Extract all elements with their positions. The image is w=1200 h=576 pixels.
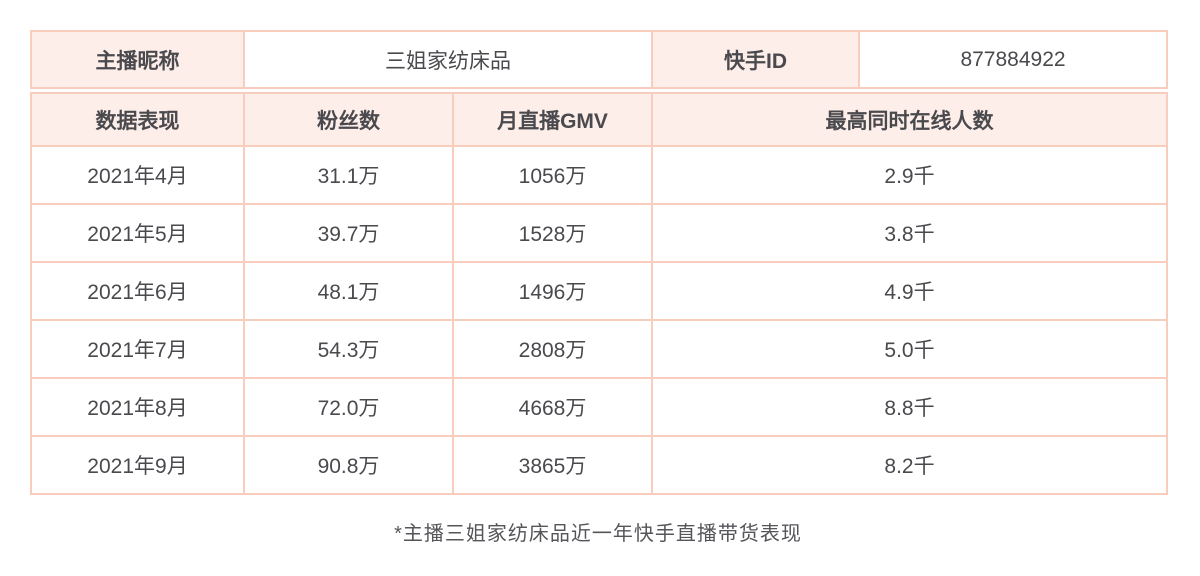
- info-row: 主播昵称 三姐家纺床品 快手ID 877884922: [30, 30, 1168, 89]
- month-cell: 2021年8月: [30, 377, 245, 437]
- nickname-value-cell: 三姐家纺床品: [243, 30, 653, 89]
- header-fans: 粉丝数: [243, 92, 454, 147]
- gmv-cell: 3865万: [452, 435, 653, 495]
- table-row: 2021年7月 54.3万 2808万 5.0千: [30, 319, 1168, 379]
- gmv-cell: 1496万: [452, 261, 653, 321]
- nickname-label-cell: 主播昵称: [30, 30, 245, 89]
- fans-cell: 90.8万: [243, 435, 454, 495]
- table-row: 2021年5月 39.7万 1528万 3.8千: [30, 203, 1168, 263]
- table-row: 2021年4月 31.1万 1056万 2.9千: [30, 145, 1168, 205]
- fans-cell: 54.3万: [243, 319, 454, 379]
- header-row: 数据表现 粉丝数 月直播GMV 最高同时在线人数: [30, 92, 1168, 147]
- month-cell: 2021年5月: [30, 203, 245, 263]
- peak-online-cell: 8.8千: [651, 377, 1168, 437]
- peak-online-cell: 2.9千: [651, 145, 1168, 205]
- gmv-cell: 1056万: [452, 145, 653, 205]
- month-cell: 2021年9月: [30, 435, 245, 495]
- fans-cell: 31.1万: [243, 145, 454, 205]
- streamer-data-table: 主播昵称 三姐家纺床品 快手ID 877884922 数据表现 粉丝数 月直播G…: [30, 30, 1168, 546]
- table-row: 2021年6月 48.1万 1496万 4.9千: [30, 261, 1168, 321]
- peak-online-cell: 8.2千: [651, 435, 1168, 495]
- table-caption: *主播三姐家纺床品近一年快手直播带货表现: [394, 523, 802, 545]
- peak-online-cell: 4.9千: [651, 261, 1168, 321]
- fans-cell: 39.7万: [243, 203, 454, 263]
- fans-cell: 48.1万: [243, 261, 454, 321]
- header-peak-online: 最高同时在线人数: [651, 92, 1168, 147]
- month-cell: 2021年6月: [30, 261, 245, 321]
- month-cell: 2021年4月: [30, 145, 245, 205]
- kuaishou-id-label-cell: 快手ID: [651, 30, 860, 89]
- peak-online-cell: 3.8千: [651, 203, 1168, 263]
- fans-cell: 72.0万: [243, 377, 454, 437]
- info-row-table: 主播昵称 三姐家纺床品 快手ID 877884922: [30, 30, 1168, 89]
- monthly-data-table: 数据表现 粉丝数 月直播GMV 最高同时在线人数 2021年4月 31.1万 1…: [30, 92, 1168, 495]
- gmv-cell: 1528万: [452, 203, 653, 263]
- gmv-cell: 2808万: [452, 319, 653, 379]
- peak-online-cell: 5.0千: [651, 319, 1168, 379]
- kuaishou-id-value-cell: 877884922: [858, 30, 1168, 89]
- header-data-performance: 数据表现: [30, 92, 245, 147]
- header-gmv: 月直播GMV: [452, 92, 653, 147]
- gmv-cell: 4668万: [452, 377, 653, 437]
- month-cell: 2021年7月: [30, 319, 245, 379]
- table-row: 2021年9月 90.8万 3865万 8.2千: [30, 435, 1168, 495]
- table-row: 2021年8月 72.0万 4668万 8.8千: [30, 377, 1168, 437]
